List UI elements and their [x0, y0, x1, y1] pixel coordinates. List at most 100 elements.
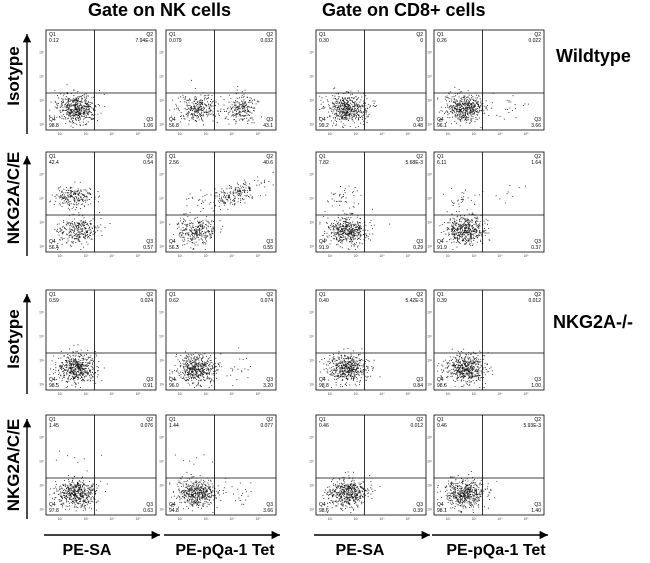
quadrant-name: Q3 [266, 502, 273, 508]
x-tick-label: 10⁵ [524, 132, 530, 136]
quadrant-name: Q2 [416, 417, 423, 423]
quadrant-percentage: 40.6 [263, 160, 273, 166]
plot-frame [433, 29, 545, 131]
y-tick-label: 10³ [427, 221, 432, 225]
quadrant-name: Q1 [437, 154, 444, 160]
flow-plot: 10² 10² 10³ 10³ 10⁴ 10⁴ 10⁵ 10⁵ Q10.62 Q20.074 Q33… [159, 289, 277, 396]
plot-frame [433, 151, 545, 253]
y-tick-label: 10⁵ [159, 173, 165, 177]
quadrant-percentage: 97.8 [49, 508, 59, 514]
quadrant-percentage: 0.62 [169, 298, 179, 304]
y-tick-label: 10³ [39, 484, 44, 488]
quadrant-name: Q2 [534, 292, 541, 298]
x-tick-label: 10⁴ [380, 254, 386, 258]
quadrant-percentage: 98.6 [437, 383, 447, 389]
x-tick-label: 10⁵ [256, 254, 262, 258]
y-tick-label: 10³ [427, 99, 432, 103]
quadrant-name: Q1 [169, 32, 176, 38]
quadrant-percentage: 0.29 [413, 245, 423, 251]
y-tick-label: 10³ [39, 221, 44, 225]
flow-plot: 10² 10² 10³ 10³ 10⁴ 10⁴ 10⁵ 10⁵ Q10.12 Q27.94E-3 Q… [39, 29, 157, 136]
quadrant-percentage: 5.93E-3 [523, 423, 541, 429]
quadrant-percentage: 1.44 [169, 423, 179, 429]
y-tick-label: 10⁴ [159, 460, 165, 464]
x-tick-label: 10³ [354, 132, 359, 136]
quadrant-name: Q3 [416, 117, 423, 123]
quadrant-name: Q1 [319, 154, 326, 160]
y-tick-label: 10⁵ [309, 51, 315, 55]
quadrant-percentage: 0.024 [140, 298, 153, 304]
quadrant-name: Q3 [534, 377, 541, 383]
quadrant-percentage: 0 [420, 38, 423, 44]
y-tick-label: 10⁵ [309, 311, 315, 315]
event-dots [49, 84, 106, 128]
flow-plot: 10² 10² 10³ 10³ 10⁴ 10⁴ 10⁵ 10⁵ Q11.44 Q20.077 Q33… [159, 414, 277, 521]
quadrant-percentage: 56.3 [169, 245, 179, 251]
x-tick-label: 10³ [472, 254, 477, 258]
quadrant-percentage: 96.1 [437, 123, 447, 129]
x-tick-label: 10⁴ [110, 517, 116, 521]
event-dots [437, 348, 494, 388]
quadrant-name: Q2 [416, 32, 423, 38]
quadrant-percentage: 1.00 [531, 383, 541, 389]
quadrant-name: Q3 [146, 502, 153, 508]
quadrant-name: Q4 [319, 502, 326, 508]
x-tick-label: 10⁴ [380, 392, 386, 396]
quadrant-percentage: 0.46 [437, 423, 447, 429]
quadrant-name: Q2 [534, 417, 541, 423]
y-tick-label: 10⁵ [309, 173, 315, 177]
quadrant-name: Q1 [319, 32, 326, 38]
x-tick-label: 10⁵ [524, 254, 530, 258]
quadrant-percentage: 94.8 [169, 508, 179, 514]
y-tick-label: 10⁵ [159, 436, 165, 440]
quadrant-percentage: 6.11 [437, 160, 447, 166]
y-tick-label: 10² [159, 383, 164, 387]
x-tick-label: 10⁴ [380, 517, 386, 521]
x-tick-label: 10³ [354, 392, 359, 396]
quadrant-name: Q4 [319, 377, 326, 383]
y-tick-label: 10³ [159, 221, 164, 225]
y-tick-label: 10³ [309, 99, 314, 103]
x-tick-label: 10⁴ [498, 254, 504, 258]
plot-frame [165, 29, 277, 131]
quadrant-percentage: 98.6 [319, 508, 329, 514]
y-tick-label: 10³ [159, 359, 164, 363]
flow-plot: 10² 10² 10³ 10³ 10⁴ 10⁴ 10⁵ 10⁵ Q10.40 Q25.42E-3 Q… [309, 289, 427, 396]
quadrant-name: Q2 [146, 154, 153, 160]
quadrant-name: Q3 [534, 239, 541, 245]
quadrant-percentage: 0.077 [260, 423, 273, 429]
event-dots [437, 86, 529, 128]
quadrant-name: Q3 [266, 239, 273, 245]
quadrant-name: Q4 [49, 502, 56, 508]
quadrant-name: Q1 [319, 417, 326, 423]
quadrant-percentage: 0.48 [413, 123, 423, 129]
x-tick-label: 10² [446, 132, 451, 136]
plot-frame [45, 414, 157, 516]
y-tick-label: 10⁴ [309, 75, 315, 79]
quadrant-percentage: 98.8 [319, 383, 329, 389]
quadrant-percentage: 0.84 [413, 383, 423, 389]
y-tick-label: 10² [39, 245, 44, 249]
y-tick-label: 10² [427, 383, 432, 387]
quadrant-name: Q2 [146, 417, 153, 423]
plot-frame [315, 414, 427, 516]
quadrant-name: Q3 [146, 239, 153, 245]
y-tick-label: 10⁴ [427, 197, 433, 201]
x-tick-label: 10³ [472, 392, 477, 396]
x-tick-label: 10⁵ [256, 132, 262, 136]
quadrant-name: Q1 [169, 154, 176, 160]
quadrant-name: Q1 [169, 417, 176, 423]
quadrant-percentage: 1.64 [531, 160, 541, 166]
quadrant-percentage: 0.91 [143, 383, 153, 389]
y-tick-label: 10³ [159, 484, 164, 488]
quadrant-percentage: 0.12 [49, 38, 59, 44]
y-tick-label: 10³ [39, 99, 44, 103]
y-tick-label: 10⁴ [159, 335, 165, 339]
y-tick-label: 10⁵ [39, 51, 45, 55]
quadrant-percentage: 0.39 [437, 298, 447, 304]
quadrant-name: Q1 [437, 292, 444, 298]
quadrant-name: Q1 [49, 154, 56, 160]
x-tick-label: 10² [446, 254, 451, 258]
